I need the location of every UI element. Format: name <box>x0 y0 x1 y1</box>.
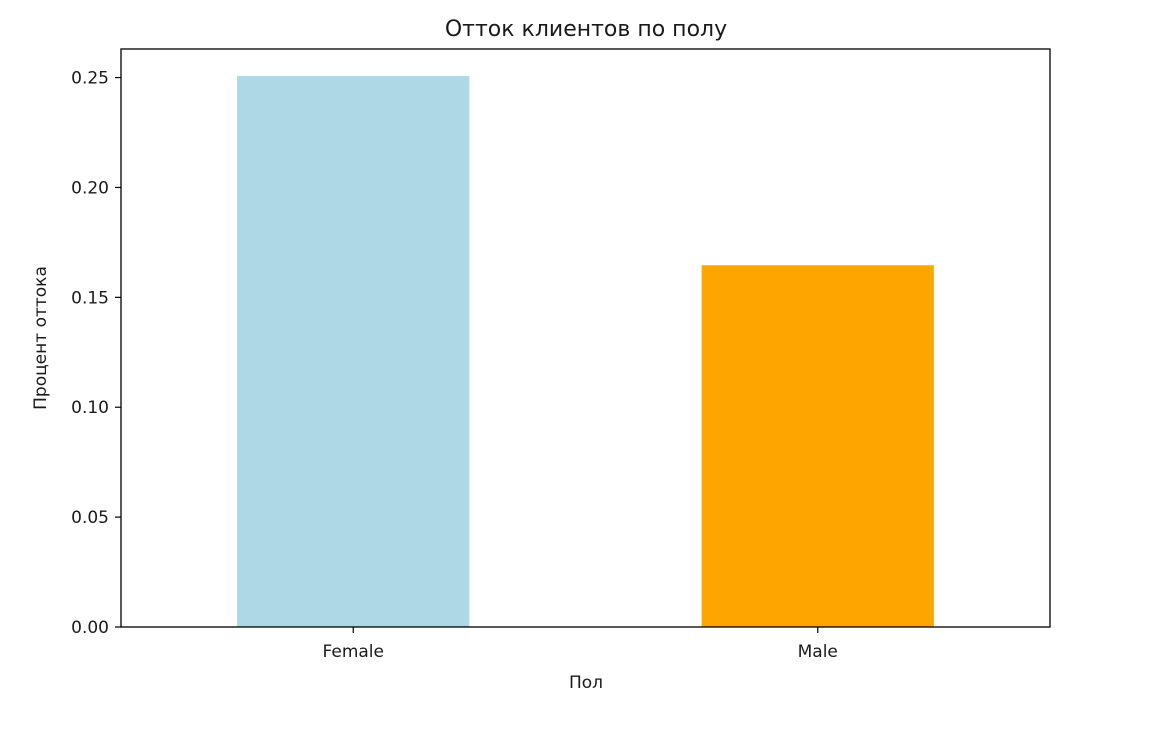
plot-frame <box>120 48 1051 628</box>
x-tick-label: Male <box>798 642 838 662</box>
y-tick-label: 0.25 <box>71 69 109 89</box>
bar-female <box>237 76 470 628</box>
y-axis: 0.00 0.05 0.10 0.15 0.20 0.25 <box>71 69 121 638</box>
y-tick-label: 0.10 <box>71 398 109 418</box>
x-tick-label: Female <box>323 642 384 662</box>
y-tick-label: 0.20 <box>71 178 109 198</box>
chart-title: Отток клиентов по полу <box>445 17 727 42</box>
x-axis: Female Male <box>323 627 838 662</box>
bars-layer <box>237 76 934 628</box>
bar-male <box>701 265 934 627</box>
y-tick-label: 0.05 <box>71 508 109 528</box>
x-axis-label: Пол <box>569 673 603 693</box>
y-tick-label: 0.00 <box>71 618 109 638</box>
y-tick-label: 0.15 <box>71 288 109 308</box>
y-axis-label: Процент оттока <box>31 266 51 410</box>
